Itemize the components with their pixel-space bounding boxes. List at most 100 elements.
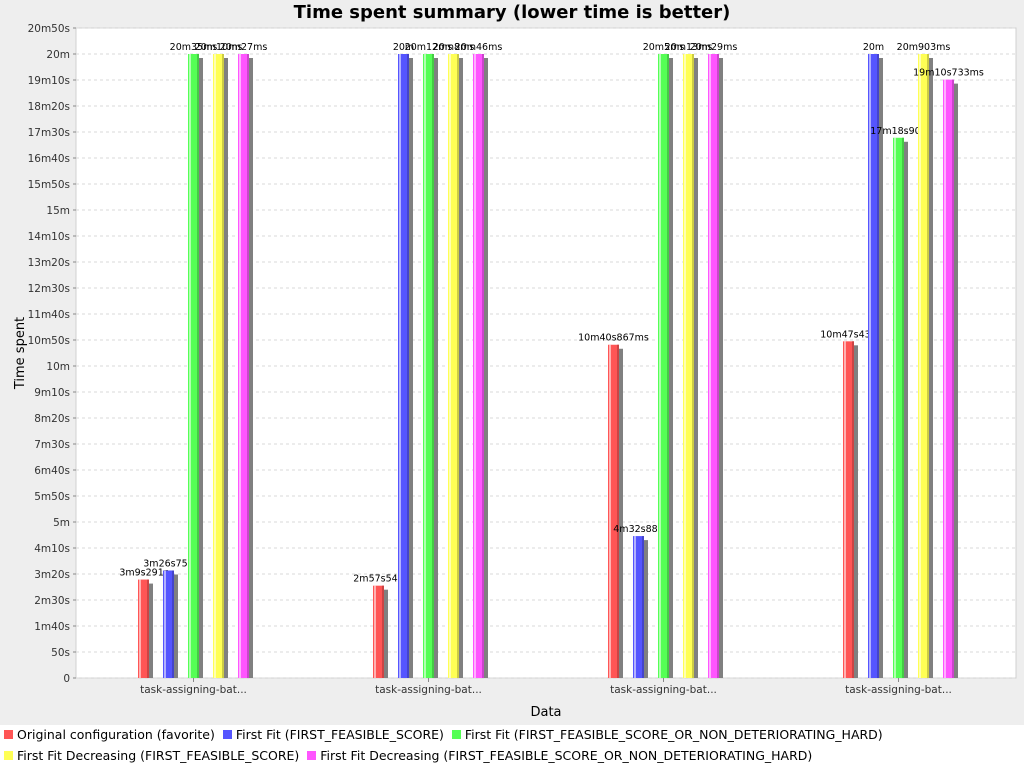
bar-value-label: 20m13ms [665,42,713,53]
y-axis-label: Time spent [13,317,28,390]
chart-title: Time spent summary (lower time is better… [294,2,731,23]
x-axis-label: Data [530,705,561,720]
y-tick-label: 0 [63,673,70,685]
bar-highlight [919,54,921,678]
legend-swatch-ffd [4,751,13,760]
legend-item-first-fit-ndh: First Fit (FIRST_FEASIBLE_SCORE_OR_NON_D… [451,727,883,742]
legend-swatch-first-fit [222,730,232,739]
y-tick-label: 15m50s [28,179,70,191]
y-tick-label: 14m10s [28,231,70,243]
y-tick-label: 18m20s [28,101,70,113]
y-tick-label: 7m30s [34,439,70,451]
bar-edge [717,54,719,678]
legend-label: First Fit (FIRST_FEASIBLE_SCORE_OR_NON_D… [464,727,883,742]
y-tick-label: 2m30s [34,595,70,607]
bar-highlight [869,54,871,678]
x-axis-ticks: task-assigning-bat... task-assigning-bat.… [140,678,952,696]
bar [868,54,879,678]
y-tick-label: 3m20s [34,569,70,581]
bar [683,54,694,678]
bar-value-label: 20m5ms [643,42,685,53]
legend-label: First Fit Decreasing (FIRST_FEASIBLE_SCO… [17,748,300,763]
legend-swatch-first-fit-ndh [451,730,461,739]
bar-value-label: 20m27ms [220,42,268,53]
bar-edge [197,54,199,678]
bar-highlight [374,585,376,678]
y-tick-label: 1m40s [34,621,70,633]
bar-highlight [189,54,191,678]
bar-highlight [944,79,946,679]
bar-edge [382,585,384,678]
y-tick-label: 19m10s [28,75,70,87]
bar-edge [247,54,249,678]
bar-highlight [684,54,686,678]
bar-value-label: 2m57s544 [353,574,403,585]
bar-edge [852,341,854,678]
bar-highlight [709,54,711,678]
bar-edge [667,54,669,678]
legend: Original configuration (favorite) First … [0,725,1024,768]
bar-value-label: 20m [863,42,884,53]
y-tick-label: 13m20s [28,257,70,269]
bar [188,54,199,678]
bar [843,341,854,678]
bar [918,54,929,678]
bar [473,54,484,678]
bar-edge [642,536,644,678]
plot-area [75,27,1017,679]
y-tick-label: 20m [46,49,70,61]
bar-highlight [424,54,426,678]
legend-item-first-fit: First Fit (FIRST_FEASIBLE_SCORE) [222,727,444,742]
bar-edge [692,54,694,678]
legend-item-original: Original configuration (favorite) [4,727,215,742]
y-tick-label: 50s [51,647,70,659]
bar-value-label: 20m [393,42,414,53]
x-tick-label: task-assigning-bat... [140,684,247,696]
bar [423,54,434,678]
bar-value-label: 20m8ms [433,42,475,53]
y-tick-label: 8m20s [34,413,70,425]
y-tick-label: 15m [46,205,70,217]
bar-highlight [844,341,846,678]
bar-edge [902,137,904,678]
bar-highlight [609,344,611,678]
bar-value-label: 10m40s867ms [578,333,649,344]
bar [633,536,644,678]
bar-value-label: 20m903ms [897,42,951,53]
y-tick-label: 9m10s [34,387,70,399]
bar [163,570,174,678]
bar-highlight [474,54,476,678]
bar-value-label: 3m26s755 [143,558,193,569]
bar-edge [432,54,434,678]
bar-highlight [894,137,896,678]
y-tick-label: 11m40s [28,309,70,321]
bar-highlight [164,570,166,678]
bar-highlight [449,54,451,678]
y-tick-label: 5m [53,517,70,529]
gridlines [76,27,1016,679]
bar [138,579,149,678]
bar [448,54,459,678]
y-tick-label: 20m50s [28,23,70,35]
legend-item-ffd-ndh: First Fit Decreasing (FIRST_FEASIBLE_SCO… [307,748,812,763]
y-tick-label: 4m10s [34,543,70,555]
bar-value-label: 20m12ms [405,42,453,53]
bar [608,344,619,678]
bar-highlight [239,54,241,678]
y-tick-label: 12m30s [28,283,70,295]
time-spent-chart: Time spent summary (lower time is better… [13,2,1017,720]
bar [708,54,719,678]
bar-value-label: 20m35ms [170,42,218,53]
bar-edge [222,54,224,678]
bar [658,54,669,678]
y-tick-label: 6m40s [34,465,70,477]
bar [943,79,954,679]
bar-highlight [634,536,636,678]
bar-highlight [399,54,401,678]
bar-edge [147,579,149,678]
bar-edge [457,54,459,678]
bar-edge [952,79,954,679]
legend-label: Original configuration (favorite) [17,727,215,742]
bar-highlight [659,54,661,678]
bar [373,585,384,678]
